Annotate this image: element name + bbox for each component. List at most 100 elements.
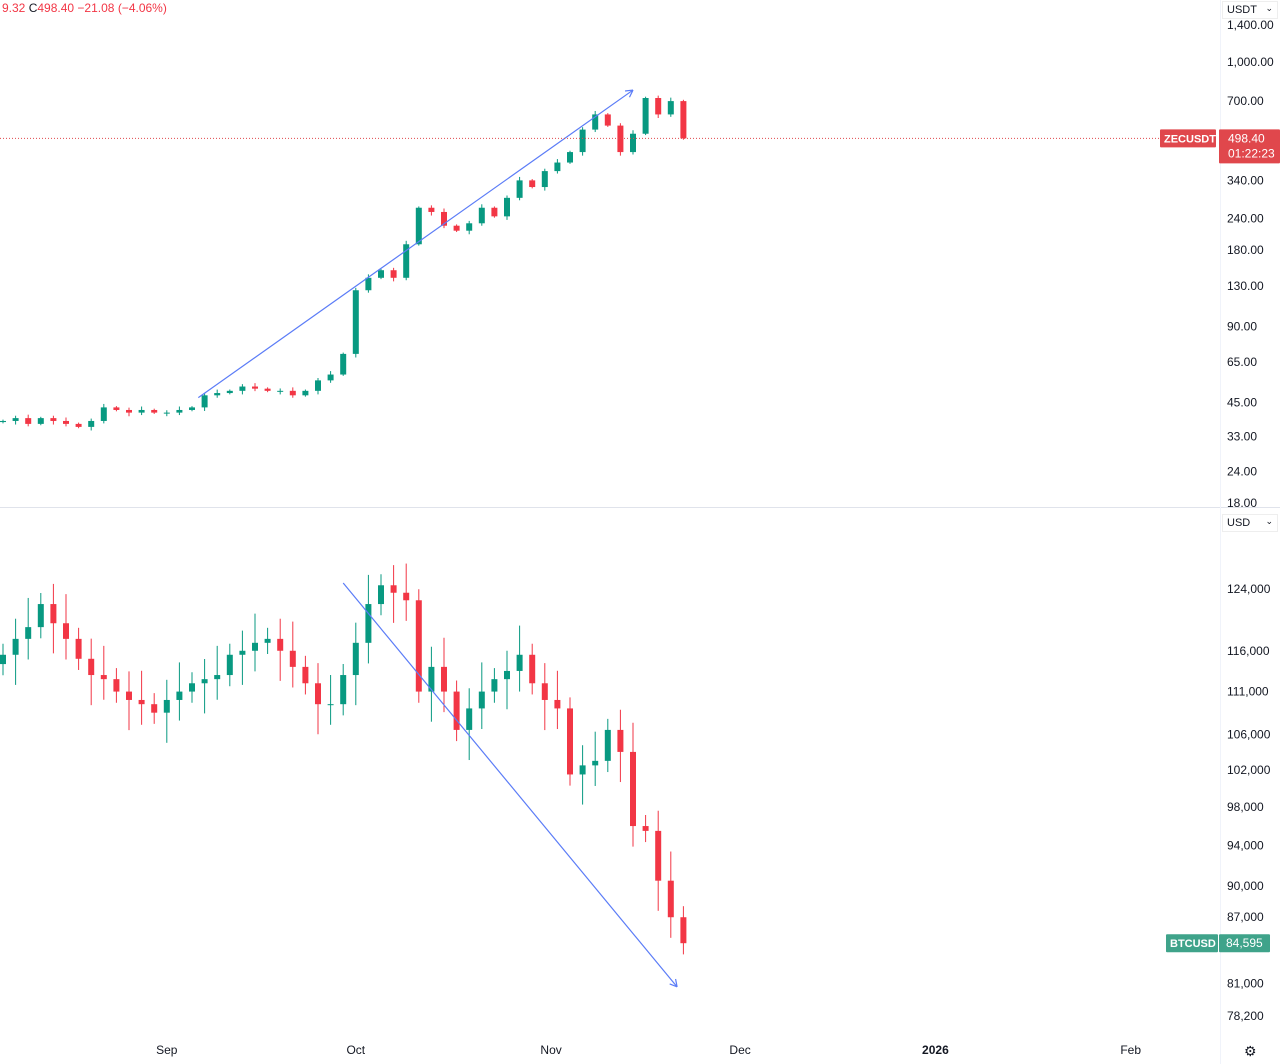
candle-body xyxy=(680,917,687,944)
candle-body xyxy=(428,666,435,692)
last-price-label: 84,595 xyxy=(1226,936,1263,950)
legend-close: 498.40 xyxy=(37,1,75,15)
last-price-label-bg xyxy=(1219,129,1280,164)
candle-body xyxy=(302,666,309,684)
candle-body xyxy=(642,98,649,134)
candle-body xyxy=(100,675,107,680)
candle-body xyxy=(264,388,271,391)
y-tick-label: 78,200 xyxy=(1227,1009,1264,1023)
y-tick-label: 240.00 xyxy=(1227,212,1264,226)
candle-body xyxy=(126,409,132,413)
candle-body xyxy=(88,420,95,427)
symbol-label-bg xyxy=(1166,934,1218,953)
candle-body xyxy=(176,409,183,413)
y-tick-label: 18.00 xyxy=(1227,496,1257,510)
candle-body xyxy=(151,409,158,413)
y-tick-label: 87,000 xyxy=(1227,910,1264,924)
candle-body xyxy=(75,638,82,659)
candle-body xyxy=(340,353,347,375)
y-tick-label: 98,000 xyxy=(1227,800,1264,814)
candle-body xyxy=(151,704,158,713)
y-tick-label: 1,400.00 xyxy=(1227,18,1274,32)
y-tick-label: 94,000 xyxy=(1227,839,1264,853)
candle-body xyxy=(75,423,82,427)
candle-body xyxy=(567,152,573,163)
y-tick-label: 1,000.00 xyxy=(1227,55,1274,69)
candle-body xyxy=(378,585,384,605)
chevron-down-icon: ⌄ xyxy=(1265,516,1273,526)
candle-body xyxy=(113,679,120,692)
candle-body xyxy=(88,658,95,676)
candle-body xyxy=(541,683,548,700)
candle-body xyxy=(554,699,561,709)
candle-body xyxy=(504,670,510,680)
candle-body xyxy=(655,98,662,115)
candle-body xyxy=(239,650,246,655)
candle-body xyxy=(50,418,57,421)
settings-icon[interactable]: ⚙ xyxy=(1244,1043,1257,1059)
y-tick-label: 106,000 xyxy=(1227,727,1271,741)
candle-body xyxy=(403,244,410,278)
candle-body xyxy=(478,691,485,709)
y-tick-label: 130.00 xyxy=(1227,279,1264,293)
candle-body xyxy=(453,225,460,231)
last-price-label-bg xyxy=(1219,934,1270,953)
candle-body xyxy=(365,277,372,291)
candle-body xyxy=(667,880,674,918)
candle-body xyxy=(617,729,624,752)
zec-pane: 1,400.00 1,000.00 700.00 340.00 240.00 180.00… xyxy=(0,18,1280,510)
candle-body xyxy=(579,129,586,153)
trendline-arrowhead xyxy=(624,89,634,92)
symbol-label: ZECUSDT xyxy=(1164,133,1216,145)
currency-select-zec[interactable]: USDT ⌄ xyxy=(1222,1,1278,19)
candle-body xyxy=(63,623,69,639)
candle-body xyxy=(516,654,523,671)
candle-body xyxy=(554,162,561,172)
trendline xyxy=(197,89,634,399)
candle-body xyxy=(428,207,435,212)
candle-body xyxy=(516,180,523,198)
candle-body xyxy=(390,585,397,593)
candle-body xyxy=(491,679,498,692)
currency-select-btc[interactable]: USD ⌄ xyxy=(1222,514,1278,532)
trendline xyxy=(342,582,678,988)
x-tick-label: Feb xyxy=(1120,1043,1141,1057)
candle-body xyxy=(226,654,233,676)
candle-body xyxy=(630,751,636,827)
candle-body xyxy=(592,114,599,130)
candle-body xyxy=(12,418,19,421)
candle-body xyxy=(226,390,233,394)
ohlc-legend: 9.32 C498.40 −21.08 (−4.06%) xyxy=(2,1,167,15)
y-tick-label: 116,000 xyxy=(1227,644,1270,658)
candle-body xyxy=(113,407,120,410)
legend-close-label: C xyxy=(28,1,38,15)
x-tick-label: Nov xyxy=(540,1043,561,1057)
candle-body xyxy=(214,675,221,680)
candle-body xyxy=(667,101,674,115)
y-tick-label: 180.00 xyxy=(1227,243,1264,257)
candle-body xyxy=(239,386,246,391)
candle-body xyxy=(25,418,32,424)
candle-body xyxy=(504,197,510,217)
trendline-arrowhead xyxy=(674,978,678,987)
candle-body xyxy=(478,207,485,224)
candle-body xyxy=(25,627,32,639)
y-tick-label: 90,000 xyxy=(1227,879,1264,893)
candle-body xyxy=(201,679,208,684)
candle-body xyxy=(378,270,384,278)
candle-body xyxy=(642,826,649,831)
candle-body xyxy=(466,708,473,730)
candle-body xyxy=(630,133,636,153)
candle-body xyxy=(126,691,132,700)
candle-body xyxy=(189,683,195,692)
candle-body xyxy=(352,290,359,354)
candle-body xyxy=(567,708,573,775)
x-tick-label: 2026 xyxy=(922,1043,949,1057)
chevron-down-icon: ⌄ xyxy=(1265,3,1273,13)
candle-body xyxy=(466,223,473,231)
candle-body xyxy=(604,114,611,126)
candle-body xyxy=(592,760,599,766)
y-tick-label: 33.00 xyxy=(1227,429,1257,443)
legend-change: −21.08 xyxy=(77,1,115,15)
